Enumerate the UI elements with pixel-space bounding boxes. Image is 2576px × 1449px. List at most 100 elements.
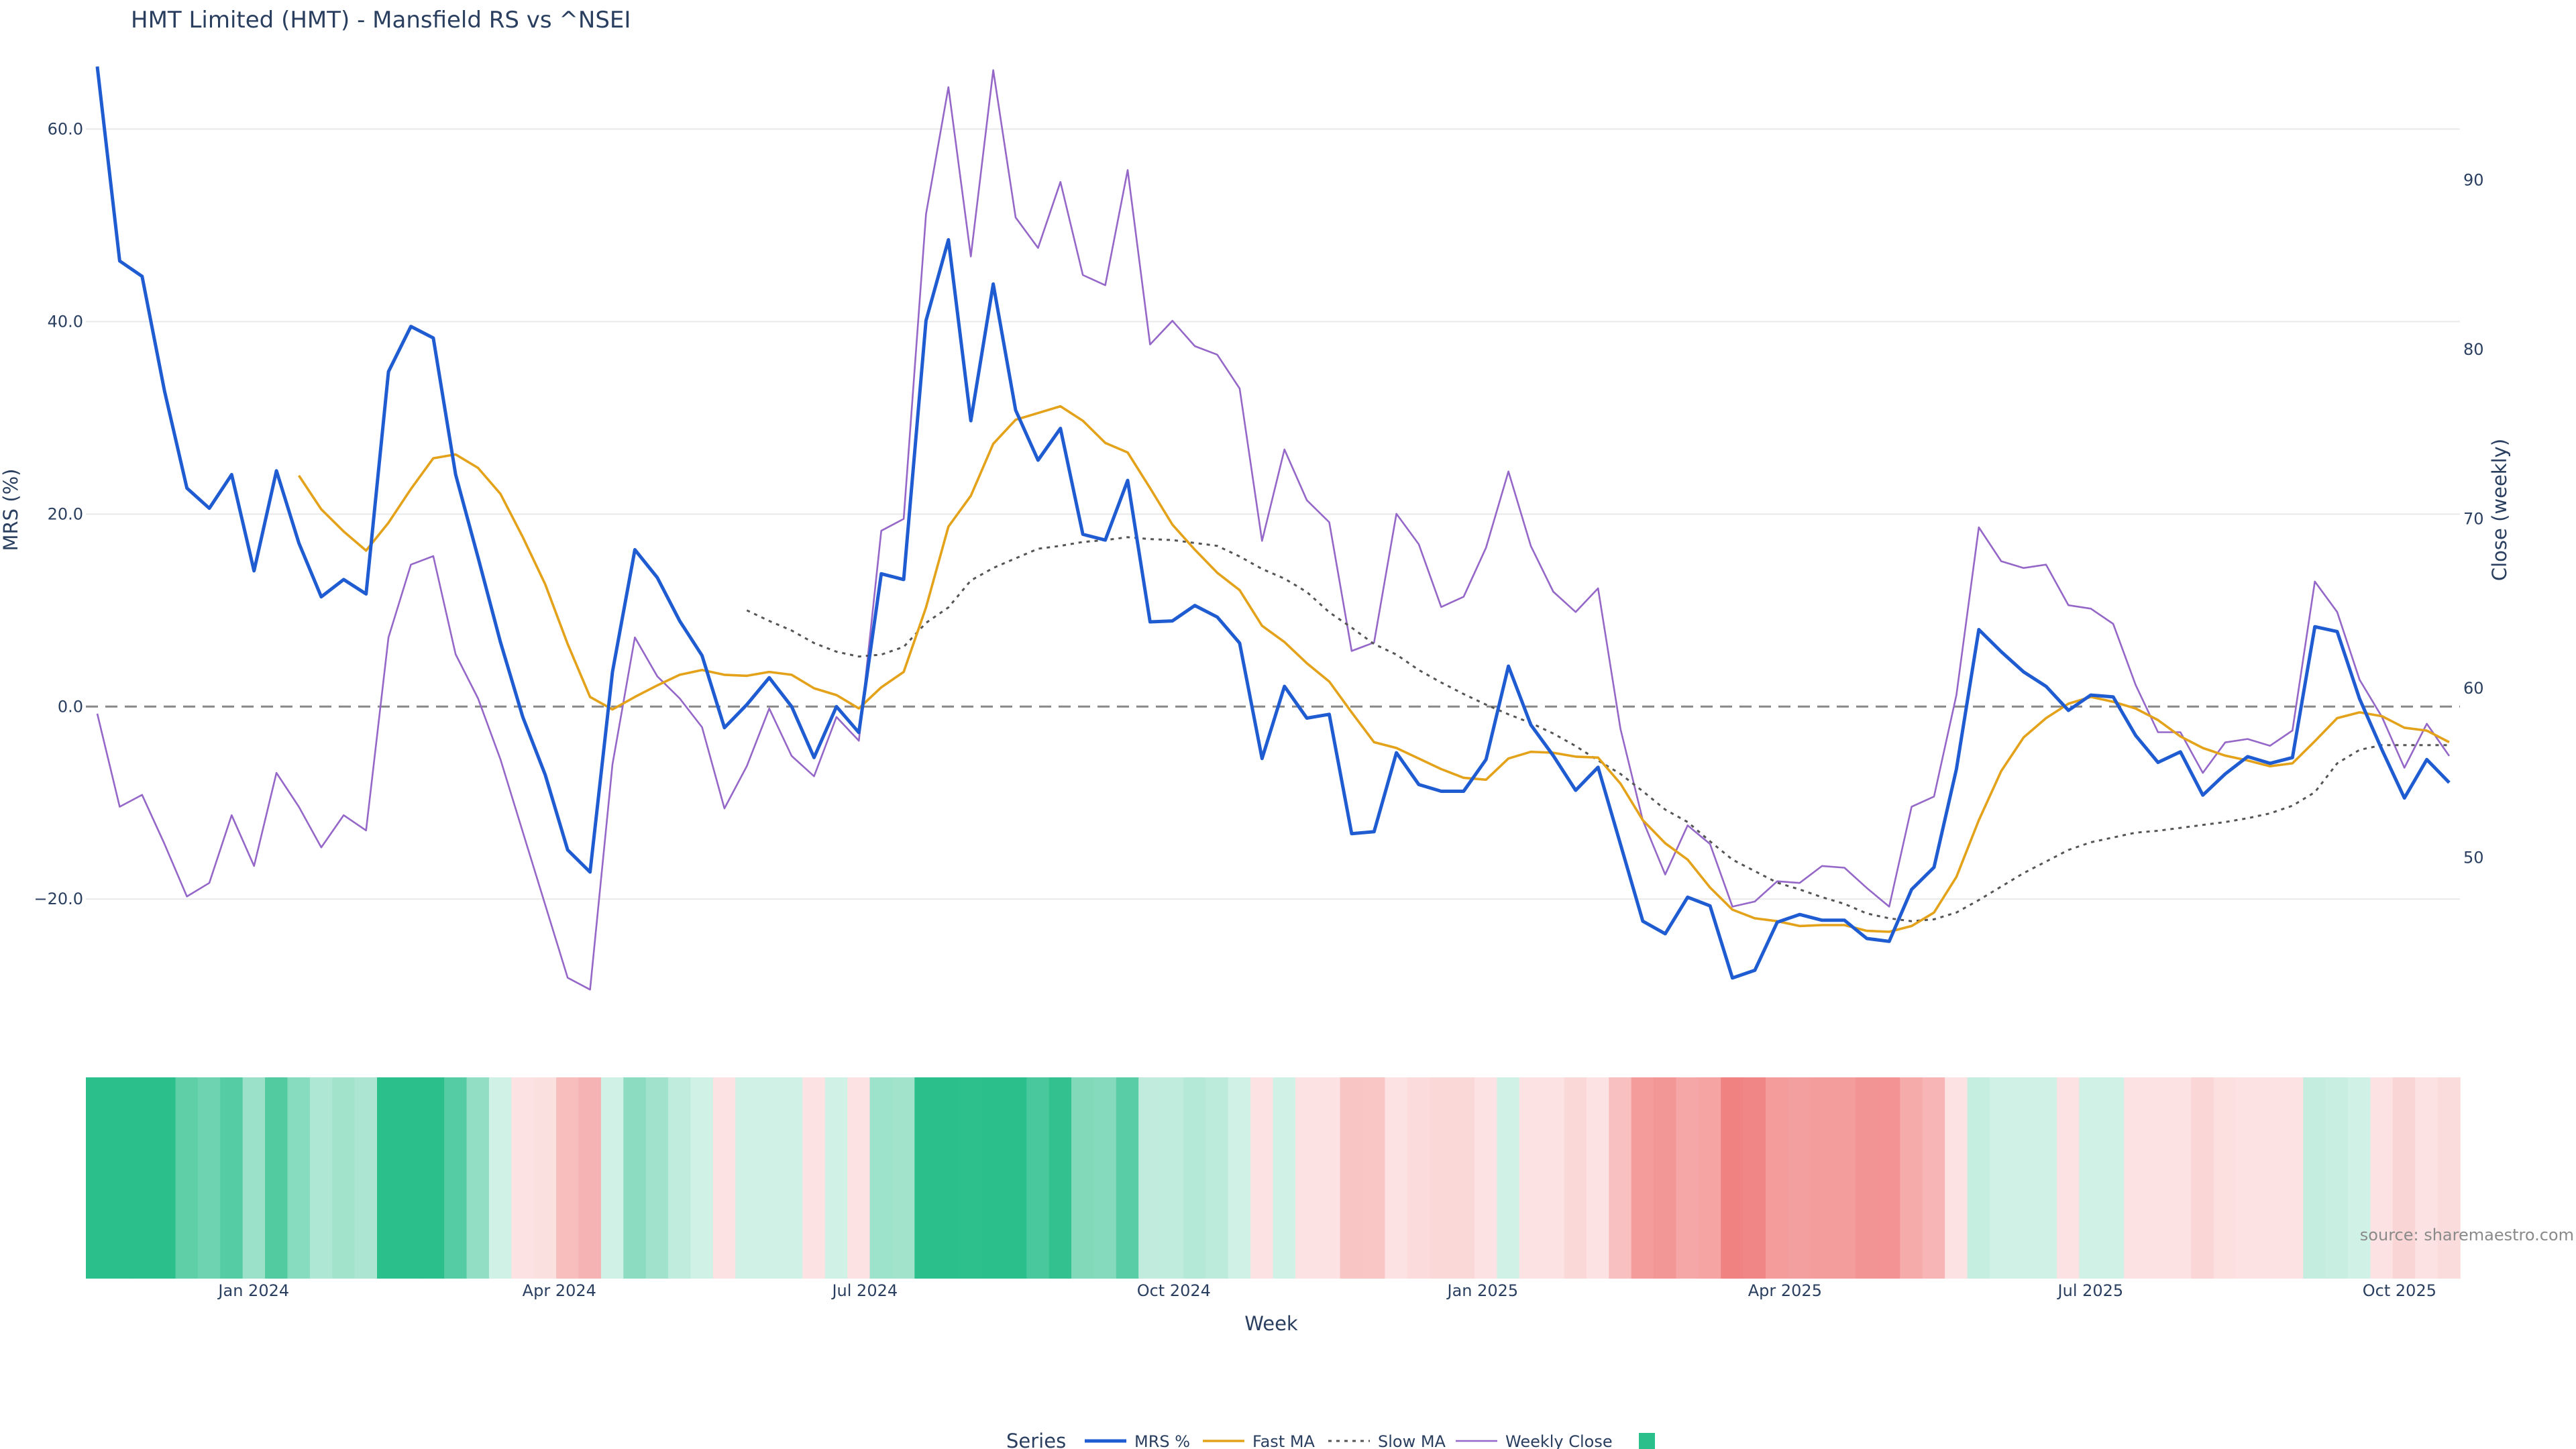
y-right-tick-label: 80: [2463, 340, 2484, 359]
heatmap-cell: [914, 1077, 938, 1279]
legend-label: Weekly Close: [1505, 1432, 1613, 1449]
x-tick-label: Jul 2025: [2057, 1281, 2124, 1300]
heatmap-cell: [265, 1077, 288, 1279]
heatmap-cell: [2124, 1077, 2147, 1279]
heatmap-cell: [1093, 1077, 1117, 1279]
heatmap-cell: [1967, 1077, 1990, 1279]
heatmap-cell: [1205, 1077, 1229, 1279]
heatmap-cell: [1116, 1077, 1139, 1279]
heatmap-cell: [1004, 1077, 1028, 1279]
heatmap-cell: [780, 1077, 804, 1279]
heatmap-cell: [802, 1077, 826, 1279]
y-right-tick-label: 90: [2463, 171, 2484, 190]
heatmap-cell: [1430, 1077, 1453, 1279]
x-axis-title: Week: [1244, 1312, 1298, 1335]
heatmap-cell: [332, 1077, 356, 1279]
y-left-tick-label: 60.0: [48, 119, 83, 138]
x-tick-label: Jan 2024: [217, 1281, 289, 1300]
y-axis-right-title: Close (weekly): [2488, 439, 2511, 581]
series-lines: [95, 66, 2451, 991]
heatmap-cell: [2392, 1077, 2416, 1279]
y-left-tick-label: −20.0: [34, 890, 83, 908]
mrs-line: [95, 66, 2451, 980]
heatmap-cell: [2146, 1077, 2169, 1279]
heatmap-cell: [1497, 1077, 1520, 1279]
right-axis-ticks: 90 80 70 60 50: [2463, 171, 2484, 867]
slow-ma-line: [746, 536, 2449, 922]
legend-label: MRS %: [1134, 1432, 1190, 1449]
x-tick-label: Jul 2024: [830, 1281, 898, 1300]
heatmap-cell: [1788, 1077, 1811, 1279]
y-right-tick-label: 60: [2463, 679, 2484, 698]
heatmap-cell: [1295, 1077, 1319, 1279]
heatmap-cell: [309, 1077, 333, 1279]
x-tick-label: Apr 2024: [523, 1281, 596, 1300]
heatmap-cell: [847, 1077, 871, 1279]
heatmap-cell: [600, 1077, 625, 1279]
x-tick-label: Oct 2024: [1137, 1281, 1211, 1300]
heatmap-cell: [444, 1077, 468, 1279]
heatmap-cell: [1945, 1077, 1968, 1279]
heatmap-cell: [936, 1077, 960, 1279]
heatmap-cell: [2437, 1077, 2461, 1279]
heatmap-cell: [421, 1077, 445, 1279]
heatmap-cell: [466, 1077, 490, 1279]
legend-label: Fast MA: [1252, 1432, 1316, 1449]
heatmap-cell: [1766, 1077, 1789, 1279]
heatmap-cell: [1340, 1077, 1363, 1279]
x-tick-label: Apr 2025: [1748, 1281, 1822, 1300]
heatmap-cell: [2079, 1077, 2102, 1279]
heatmap-cell: [220, 1077, 244, 1279]
heatmap-cell: [511, 1077, 535, 1279]
heatmap-strip: [86, 1077, 2461, 1279]
heatmap-cell: [556, 1077, 580, 1279]
heatmap-cell: [1698, 1077, 1722, 1279]
heatmap-cell: [1631, 1077, 1654, 1279]
source-annotation: source: sharemaestro.com: [2360, 1226, 2574, 1244]
heatmap-cell: [1810, 1077, 1833, 1279]
x-axis-ticks: Jan 2024 Apr 2024 Jul 2024 Oct 2024 Jan 2025…: [217, 1281, 2436, 1300]
heatmap-cell: [2325, 1077, 2349, 1279]
x-tick-label: Jan 2025: [1446, 1281, 1519, 1300]
legend: Series MRS % Fast MA Slow MA Weekly Close: [1006, 1430, 1655, 1449]
heatmap-cell: [959, 1077, 983, 1279]
heatmap-cell: [1989, 1077, 2013, 1279]
heatmap-cell: [287, 1077, 311, 1279]
y-right-tick-label: 70: [2463, 510, 2484, 529]
heatmap-cell: [1161, 1077, 1184, 1279]
y-right-tick-label: 50: [2463, 848, 2484, 867]
grid: [86, 128, 2460, 900]
heatmap-cell: [1452, 1077, 1475, 1279]
heatmap-cell: [2168, 1077, 2192, 1279]
heatmap-cell: [1900, 1077, 1923, 1279]
heatmap-cell: [1138, 1077, 1162, 1279]
heatmap-cell: [1676, 1077, 1699, 1279]
heatmap-cell: [2348, 1077, 2371, 1279]
fast-ma-line: [298, 405, 2450, 933]
heatmap-cell: [2370, 1077, 2394, 1279]
heatmap-cell: [2236, 1077, 2259, 1279]
legend-heatmap-swatch: [1639, 1433, 1655, 1449]
heatmap-cell: [1743, 1077, 1766, 1279]
heatmap-cell: [1273, 1077, 1296, 1279]
y-left-tick-label: 40.0: [48, 312, 83, 331]
heatmap-cell: [1228, 1077, 1251, 1279]
heatmap-cell: [712, 1077, 737, 1279]
heatmap-cell: [1833, 1077, 1856, 1279]
heatmap-cell: [399, 1077, 423, 1279]
y-left-tick-label: 0.0: [58, 697, 83, 716]
heatmap-cell: [2280, 1077, 2304, 1279]
heatmap-cell: [1407, 1077, 1431, 1279]
heatmap-cell: [1542, 1077, 1565, 1279]
legend-label: Slow MA: [1378, 1432, 1446, 1449]
heatmap-cell: [175, 1077, 199, 1279]
heatmap-cell: [1385, 1077, 1408, 1279]
heatmap-cell: [1318, 1077, 1341, 1279]
heatmap-cell: [824, 1077, 848, 1279]
heatmap-cell: [1586, 1077, 1610, 1279]
heatmap-cell: [1250, 1077, 1274, 1279]
heatmap-cell: [2415, 1077, 2438, 1279]
heatmap-cell: [2057, 1077, 2080, 1279]
legend-title: Series: [1006, 1430, 1066, 1449]
heatmap-cell: [86, 1077, 109, 1279]
